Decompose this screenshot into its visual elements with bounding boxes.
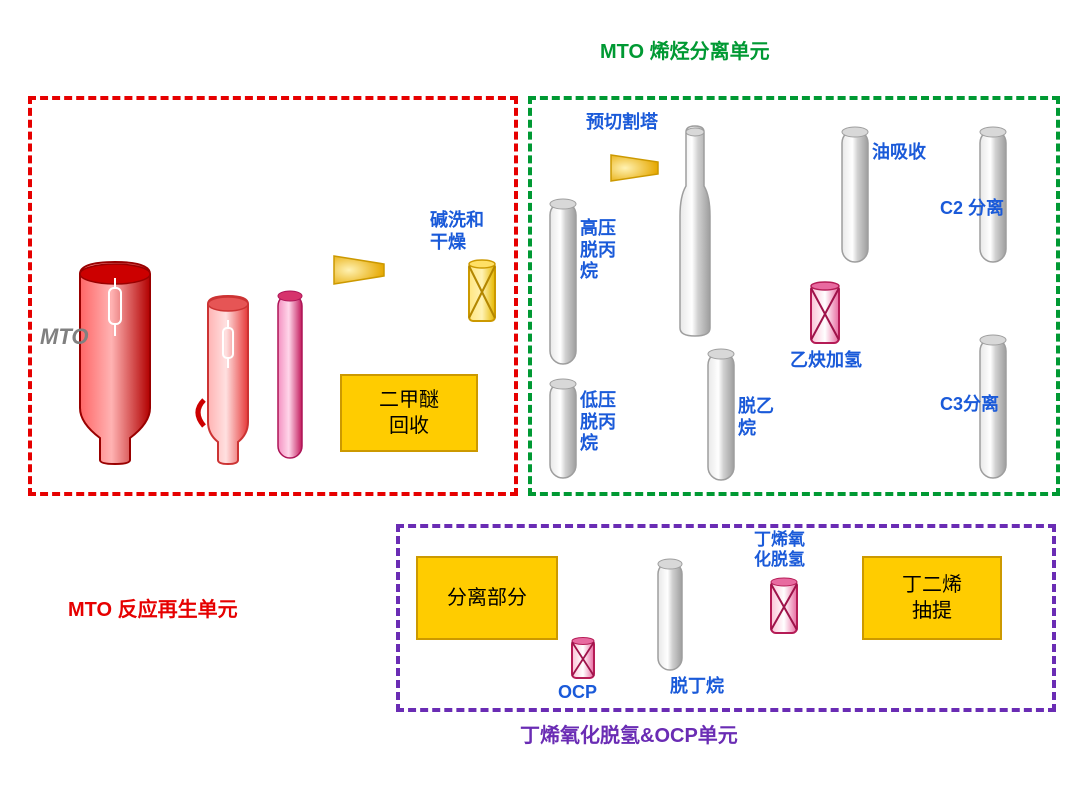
label-hp_depropanizer: 高压 脱丙 烷 <box>580 218 616 283</box>
label-oil_absorb: 油吸收 <box>872 142 926 164</box>
compressor-1-icon <box>330 252 388 288</box>
acetylene-hyd-reactor-icon <box>808 280 842 348</box>
label-ocp: OCP <box>558 682 597 704</box>
dme-recovery-box: 二甲醚 回收 <box>340 374 478 452</box>
separation-section-box: 分离部分 <box>416 556 558 640</box>
label-precut: 预切割塔 <box>586 112 658 134</box>
column-debutanizer <box>656 556 684 676</box>
label-lp_depropanizer: 低压 脱丙 烷 <box>580 390 616 455</box>
column-hp-depropanizer <box>548 196 578 370</box>
compressor-2-icon <box>608 152 662 184</box>
label-acetylene_hyd: 乙炔加氢 <box>790 350 862 372</box>
regenerator <box>200 292 256 468</box>
mto-reactor <box>70 258 160 468</box>
column-oil-absorb <box>840 124 870 268</box>
title-red: MTO 反应再生单元 <box>68 598 238 622</box>
label-c2_split: C2 分离 <box>940 198 1004 220</box>
butadiene-extract-box: 丁二烯 抽提 <box>862 556 1002 640</box>
column-pink <box>276 288 304 464</box>
label-butene_oxd: 丁烯氧 化脱氢 <box>754 530 805 571</box>
title-purple: 丁烯氧化脱氢&OCP单元 <box>520 724 738 748</box>
label-caustic_dry: 碱洗和 干燥 <box>430 210 484 253</box>
column-deethanizer <box>706 346 736 486</box>
title-green: MTO 烯烃分离单元 <box>600 40 770 64</box>
butene-oxd-reactor-icon <box>768 576 800 638</box>
ocp-reactor-icon <box>570 636 596 682</box>
column-c2-splitter <box>978 124 1008 268</box>
column-lp-depropanizer <box>548 376 578 484</box>
label-mto_italic: MTO <box>40 324 88 350</box>
label-deethanizer: 脱乙 烷 <box>738 396 774 439</box>
label-c3_split: C3分离 <box>940 394 999 416</box>
label-debutanizer: 脱丁烷 <box>670 676 724 698</box>
column-precut <box>676 124 714 340</box>
dryer-can-icon <box>466 258 498 326</box>
